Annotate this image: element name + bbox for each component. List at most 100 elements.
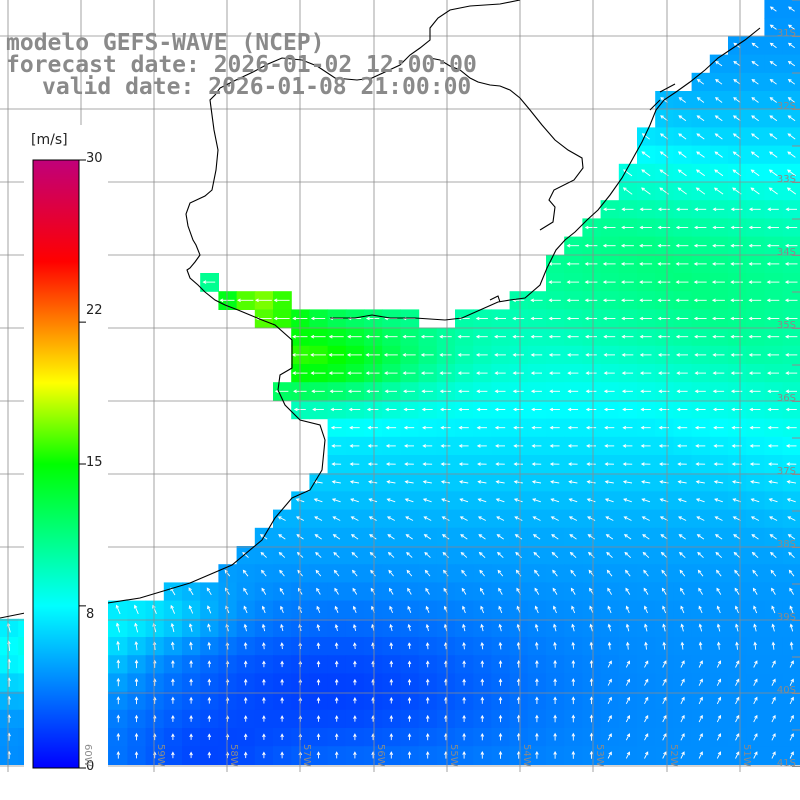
wind-arrow (406, 569, 413, 577)
wind-arrow (607, 714, 612, 723)
wind-arrow (766, 298, 780, 303)
wind-arrow (273, 298, 290, 303)
wind-arrow (585, 407, 597, 412)
wind-arrow (331, 498, 341, 503)
wind-arrow (262, 733, 266, 740)
wind-arrow (771, 660, 776, 668)
wind-arrow (189, 751, 193, 759)
wind-arrow (766, 316, 780, 321)
wind-arrow (785, 243, 798, 248)
wind-arrow (384, 334, 398, 339)
wind-arrow (748, 207, 761, 212)
wind-arrow (789, 733, 794, 741)
wind-arrow (586, 498, 596, 503)
wind-arrow (514, 516, 523, 521)
wind-arrow (280, 605, 284, 613)
wind-arrow (585, 353, 597, 357)
wind-arrow (585, 371, 597, 375)
wind-arrow (384, 371, 398, 375)
wind-arrow (225, 733, 230, 740)
lon-label: 56W (375, 744, 386, 767)
wind-arrow (785, 425, 797, 430)
wind-cell (782, 564, 800, 583)
wind-arrow (566, 334, 579, 339)
wind-arrow (735, 660, 740, 668)
wind-arrow (750, 480, 760, 484)
wind-arrow (658, 407, 670, 412)
wind-cell (782, 54, 800, 74)
wind-arrow (425, 751, 430, 759)
wind-arrow (134, 732, 139, 741)
wind-arrow (641, 187, 651, 195)
wind-arrow (698, 678, 703, 686)
wind-arrow (496, 551, 504, 559)
wind-arrow (365, 371, 380, 375)
wind-arrow (260, 551, 267, 558)
wind-arrow (262, 751, 266, 759)
wind-arrow (515, 551, 522, 559)
wind-arrow (694, 371, 706, 375)
wind-arrow (480, 696, 485, 704)
wind-arrow (549, 371, 561, 375)
wind-arrow (498, 605, 503, 614)
wind-arrow (440, 462, 451, 466)
wind-arrow (310, 371, 326, 375)
wind-arrow (716, 696, 722, 705)
wind-arrow (407, 642, 412, 650)
wind-arrow (711, 280, 725, 284)
wind-arrow (316, 733, 321, 740)
wind-arrow (786, 498, 796, 503)
wind-arrow (462, 678, 466, 686)
wind-arrow (369, 534, 377, 540)
wind-arrow (606, 569, 613, 577)
wind-arrow (677, 444, 687, 448)
wind-arrow (366, 407, 379, 412)
wind-arrow (496, 516, 505, 521)
wind-arrow (498, 587, 503, 595)
wind-arrow (753, 660, 758, 668)
wind-arrow (730, 371, 743, 375)
wind-arrow (640, 425, 651, 430)
wind-cell (782, 182, 800, 201)
wind-arrow (678, 534, 686, 540)
wind-arrow (407, 733, 412, 741)
wind-arrow (734, 587, 740, 595)
wind-arrow (479, 569, 485, 577)
wind-arrow (735, 696, 740, 705)
valid-date: valid date: 2026-01-08 21:00:00 (42, 74, 472, 100)
wind-arrow (498, 750, 503, 759)
wind-arrow (353, 678, 357, 686)
wind-arrow (752, 569, 758, 577)
wind-arrow (716, 587, 722, 595)
wind-arrow (243, 751, 248, 759)
wind-arrow (494, 371, 506, 375)
wind-arrow (694, 425, 706, 430)
wind-arrow (553, 659, 557, 668)
wind-arrow (789, 696, 794, 705)
wind-arrow (476, 407, 488, 412)
wind-arrow (696, 115, 705, 122)
wind-arrow (695, 187, 706, 195)
wind-arrow (535, 696, 539, 704)
wind-arrow (425, 587, 430, 595)
wind-arrow (662, 751, 667, 759)
wind-arrow (189, 641, 193, 650)
wind-arrow (751, 60, 759, 67)
wind-arrow (730, 225, 743, 230)
wind-arrow (751, 79, 759, 85)
wind-arrow (589, 623, 594, 632)
wind-arrow (787, 42, 795, 49)
wind-arrow (639, 316, 652, 321)
wind-arrow (768, 169, 778, 177)
wind-arrow (170, 604, 176, 614)
wind-arrow (733, 97, 741, 103)
wind-arrow (603, 371, 615, 375)
wind-arrow (766, 243, 780, 248)
wind-arrow (711, 298, 725, 303)
wind-arrow (494, 425, 506, 430)
wind-arrow (753, 678, 758, 686)
wind-arrow (753, 733, 758, 741)
wind-arrow (512, 407, 524, 412)
colorbar-tick-8: 8 (86, 607, 95, 622)
wind-arrow (420, 371, 434, 375)
